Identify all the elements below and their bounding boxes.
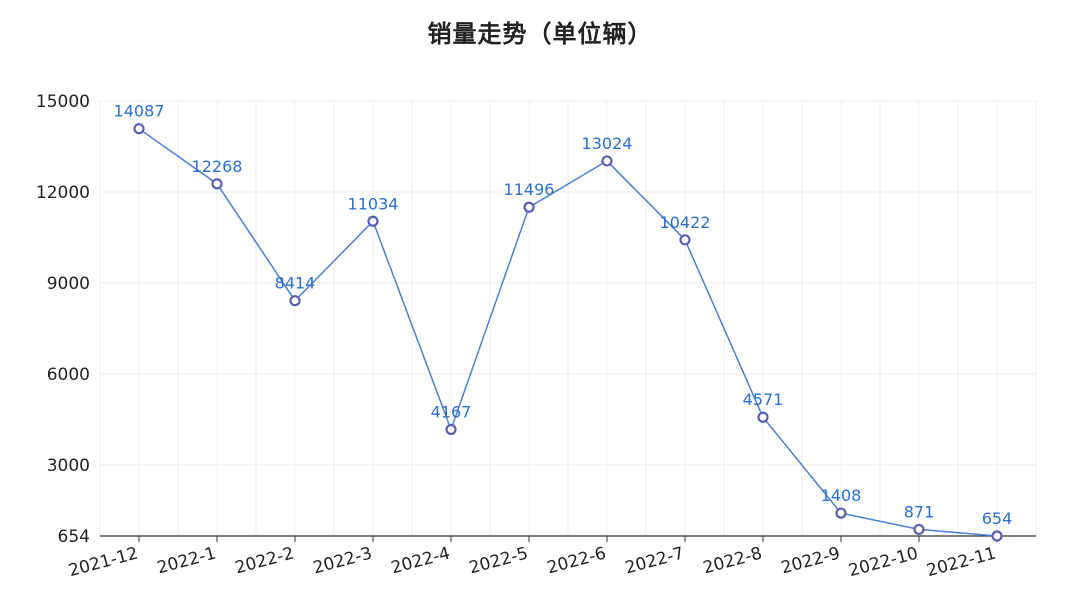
data-label: 654: [982, 509, 1013, 528]
data-label: 11496: [504, 180, 555, 199]
x-tick-label: 2022-10: [847, 544, 921, 582]
data-label: 14087: [114, 102, 165, 121]
x-tick-label: 2022-8: [701, 544, 764, 579]
data-point: [913, 523, 925, 536]
x-tick-label: 2022-5: [467, 544, 530, 579]
x-tick-label: 2022-7: [623, 544, 686, 579]
data-label: 11034: [348, 194, 399, 213]
data-point: [445, 423, 457, 436]
data-point: [523, 201, 535, 213]
data-point: [601, 155, 613, 167]
data-point: [835, 507, 847, 519]
x-tick-label: 2022-9: [779, 544, 842, 579]
data-point: [367, 215, 379, 227]
data-label: 8414: [275, 274, 316, 293]
x-tick-label: 2022-1: [155, 544, 218, 579]
data-point: [289, 295, 301, 307]
y-tick-label: 15000: [36, 92, 90, 112]
y-tick-label: 9000: [47, 274, 90, 294]
data-label: 4571: [743, 390, 784, 409]
data-point: [757, 411, 769, 423]
series-line: [138, 128, 998, 537]
y-tick-label: 6000: [47, 365, 90, 385]
x-tick-label: 2022-4: [389, 544, 452, 579]
y-tick-label: 3000: [47, 456, 90, 476]
data-label: 1408: [821, 486, 862, 505]
chart-title: 销量走势（单位辆）: [427, 20, 653, 48]
data-point: [133, 123, 145, 135]
data-label: 871: [904, 502, 935, 521]
y-tick-label: 12000: [36, 183, 90, 203]
data-point: [679, 234, 691, 246]
data-point: [991, 530, 1003, 542]
x-tick-label: 2022-3: [311, 544, 374, 579]
y-tick-label: 654: [58, 527, 90, 547]
x-tick-label: 2022-11: [925, 544, 999, 582]
data-label: 12268: [192, 157, 243, 176]
x-tick-label: 2022-2: [233, 544, 296, 579]
x-tick-label: 2022-6: [545, 544, 608, 579]
data-label: 4167: [431, 402, 472, 421]
data-point: [211, 178, 223, 190]
data-label: 10422: [660, 213, 711, 232]
x-tick-label: 2021-12: [67, 544, 141, 582]
data-label: 13024: [582, 134, 633, 153]
